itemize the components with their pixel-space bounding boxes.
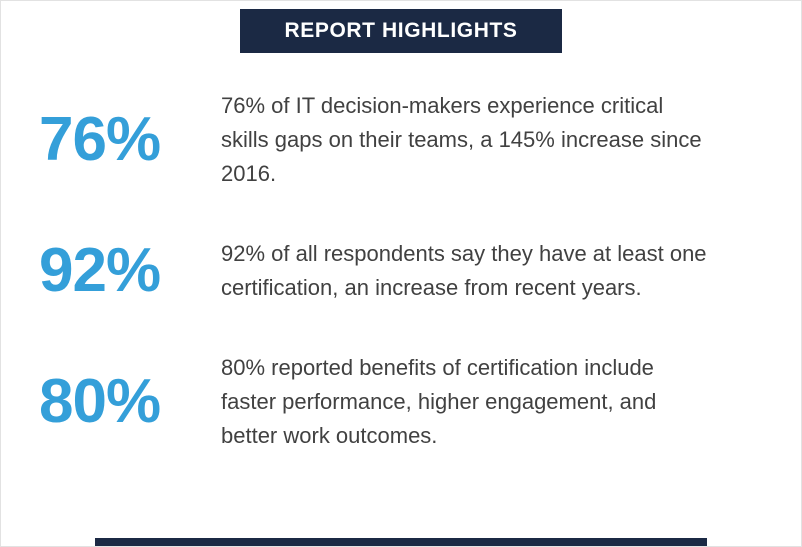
stat-value-1: 76%	[39, 105, 161, 174]
stat-row-3: 80% 80% reported benefits of certificati…	[1, 351, 801, 453]
stat-value-3: 80%	[39, 367, 161, 436]
stat-row-1: 76% 76% of IT decision-makers experience…	[1, 89, 801, 191]
next-section-bar	[95, 538, 707, 546]
stat-value-2: 92%	[39, 236, 161, 305]
stat-text-2: 92% of all respondents say they have at …	[221, 241, 707, 300]
stat-text-1: 76% of IT decision-makers experience cri…	[221, 93, 702, 186]
stats-list: 76% 76% of IT decision-makers experience…	[1, 89, 801, 499]
stat-row-2: 92% 92% of all respondents say they have…	[1, 237, 801, 305]
header-bar: REPORT HIGHLIGHTS	[240, 9, 562, 53]
stat-text-3: 80% reported benefits of certification i…	[221, 355, 657, 448]
page-title: REPORT HIGHLIGHTS	[284, 19, 518, 42]
